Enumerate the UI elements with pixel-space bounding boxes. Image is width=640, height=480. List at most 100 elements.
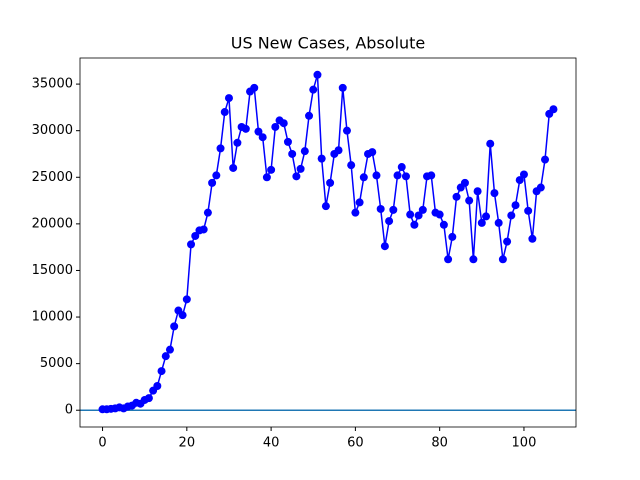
point: [334, 146, 343, 155]
point: [283, 137, 292, 146]
point: [208, 178, 217, 187]
x-tick-label: 20: [179, 436, 196, 451]
point: [305, 111, 314, 120]
point: [393, 171, 402, 180]
y-tick-label: 30000: [32, 123, 73, 138]
point: [178, 311, 187, 320]
point: [153, 382, 162, 390]
point: [503, 237, 512, 246]
point: [170, 322, 179, 331]
point: [524, 206, 533, 215]
point: [444, 255, 453, 264]
point: [435, 210, 444, 219]
x-tick-label: 40: [263, 436, 280, 451]
point: [389, 205, 398, 214]
chart-title: US New Cases, Absolute: [231, 34, 426, 53]
point: [401, 172, 410, 181]
point: [439, 220, 448, 229]
y-tick-label: 35000: [32, 77, 73, 92]
point: [233, 138, 242, 147]
point: [250, 83, 259, 92]
point: [296, 164, 305, 173]
point: [258, 133, 267, 142]
x-tick-label: 100: [512, 436, 537, 451]
point: [494, 218, 503, 227]
point: [321, 202, 330, 211]
y-tick-label: 25000: [32, 170, 73, 185]
point: [372, 171, 381, 180]
x-tick-label: 80: [431, 436, 448, 451]
x-tick-label: 60: [347, 436, 364, 451]
point: [157, 367, 166, 376]
point: [380, 242, 389, 251]
point: [406, 210, 415, 219]
point: [549, 105, 558, 114]
point: [203, 208, 212, 217]
point: [515, 176, 524, 185]
point: [410, 220, 419, 229]
point: [309, 85, 318, 94]
point: [418, 205, 427, 214]
point: [165, 345, 174, 354]
point: [490, 189, 499, 198]
point: [385, 217, 394, 226]
point: [351, 208, 360, 217]
point: [271, 122, 280, 131]
point: [482, 212, 491, 221]
point: [300, 147, 309, 156]
y-tick-label: 5000: [40, 356, 73, 371]
point: [511, 201, 520, 210]
point: [359, 173, 368, 182]
point: [460, 178, 469, 187]
point: [465, 196, 474, 205]
point: [191, 231, 200, 240]
point: [292, 172, 301, 181]
point: [279, 119, 288, 128]
y-tick-label: 15000: [32, 263, 73, 278]
x-tick-label: 0: [98, 436, 106, 451]
y-tick-label: 0: [65, 403, 73, 418]
point: [229, 163, 238, 172]
point: [427, 171, 436, 180]
point: [267, 165, 276, 174]
point: [528, 234, 537, 243]
point: [414, 211, 423, 220]
y-tick-label: 10000: [32, 310, 73, 325]
point: [224, 94, 233, 103]
point: [376, 204, 385, 213]
point: [498, 255, 507, 264]
point: [144, 394, 153, 403]
point: [326, 178, 335, 187]
point: [342, 126, 351, 135]
point: [469, 255, 478, 264]
point: [477, 218, 486, 227]
point: [313, 70, 322, 79]
point: [507, 211, 516, 220]
point: [288, 149, 297, 158]
point: [241, 124, 250, 133]
point: [397, 163, 406, 172]
point: [220, 108, 229, 117]
point: [182, 295, 191, 304]
point: [452, 192, 461, 201]
point: [486, 139, 495, 148]
point: [254, 127, 263, 136]
point: [355, 198, 364, 207]
point: [347, 161, 356, 170]
point: [473, 187, 482, 196]
y-tick-label: 20000: [32, 216, 73, 231]
point: [216, 144, 225, 153]
point: [448, 232, 457, 241]
point: [368, 148, 377, 157]
point: [541, 155, 550, 164]
point: [317, 154, 326, 163]
plot-frame: [79, 57, 577, 428]
point: [161, 352, 170, 361]
point: [187, 240, 196, 249]
point: [338, 83, 347, 92]
point: [519, 170, 528, 179]
series-line: [102, 74, 555, 411]
point: [199, 225, 208, 234]
point: [536, 183, 545, 192]
